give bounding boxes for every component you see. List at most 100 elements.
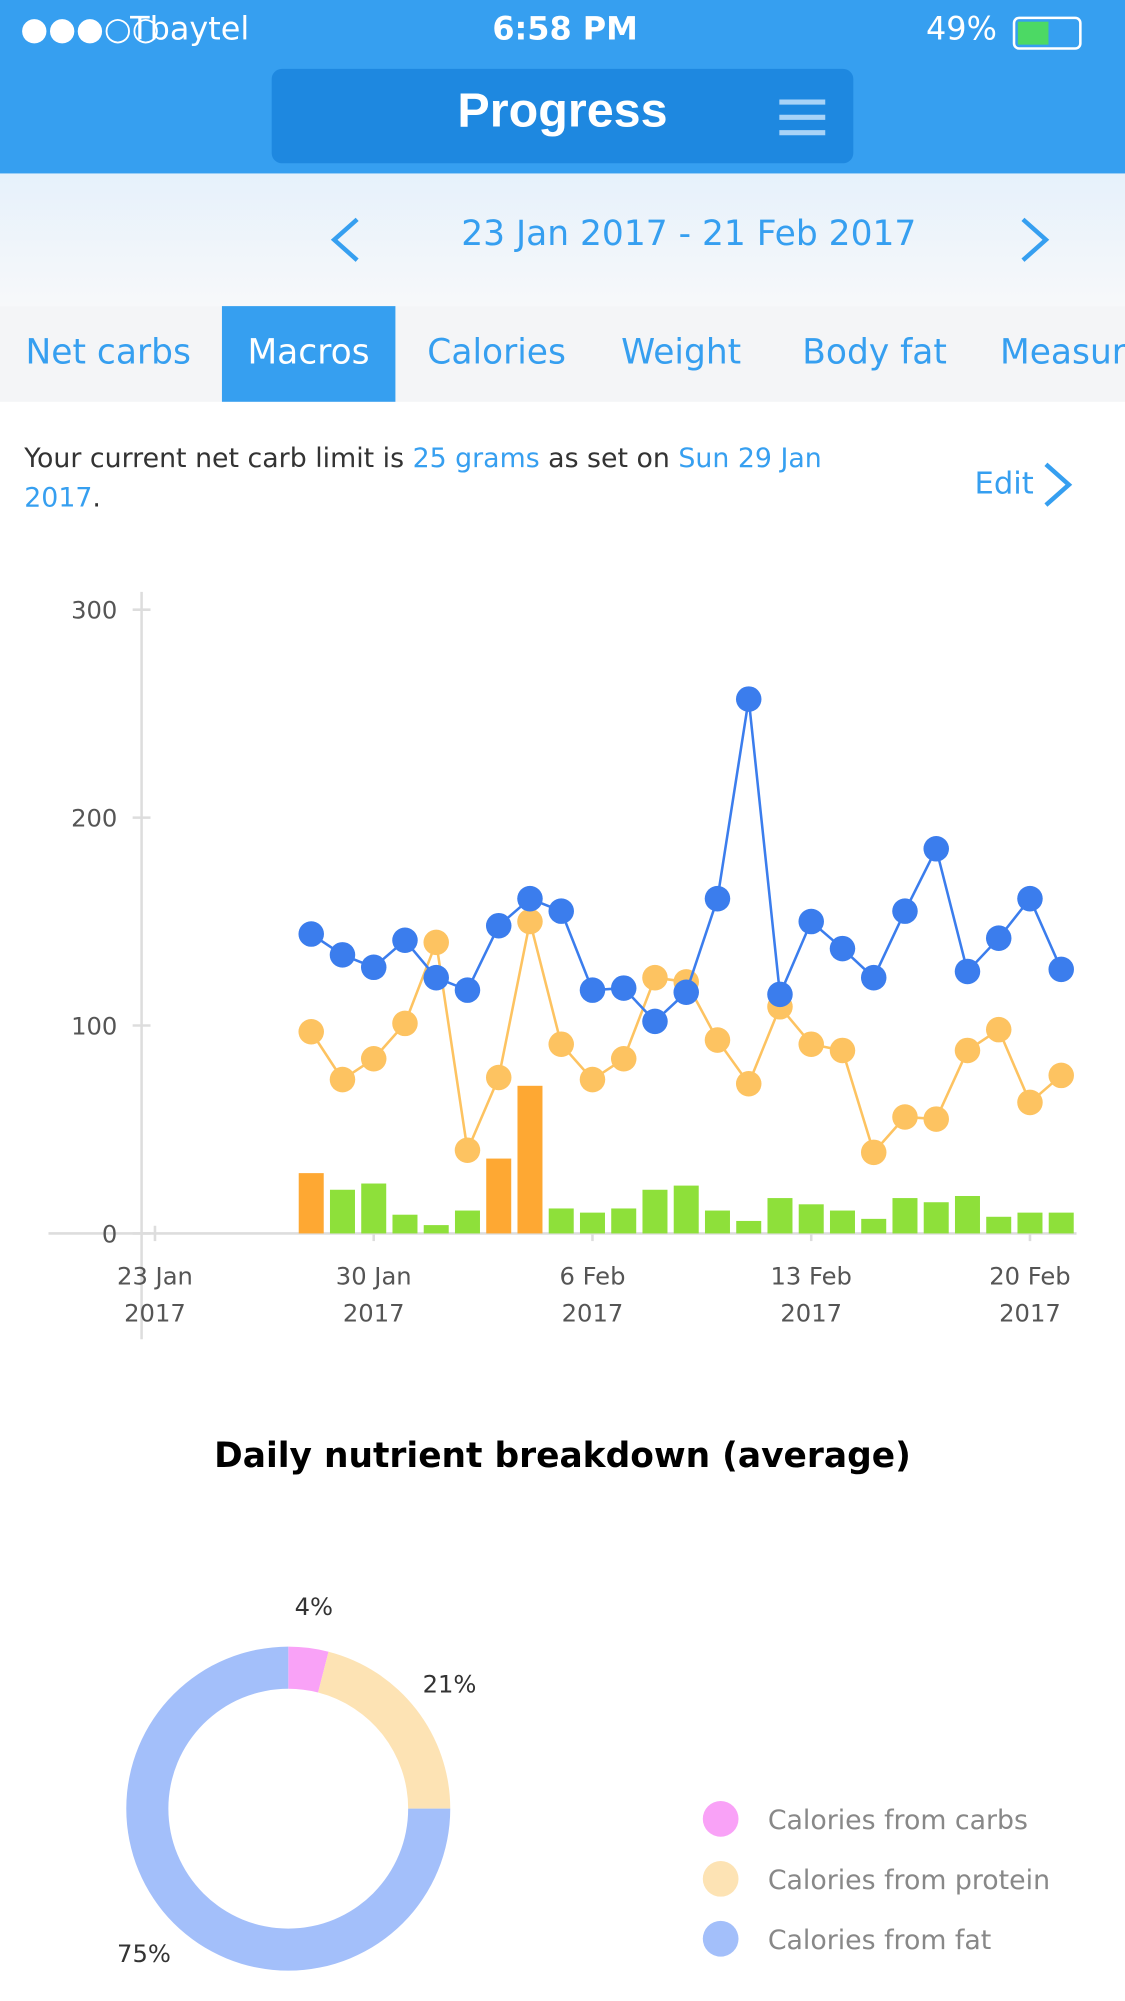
- pie-slice: [318, 1651, 451, 1809]
- legend-swatch: [702, 1801, 739, 1837]
- tab[interactable]: Macros: [221, 306, 396, 402]
- x-tick-label: 20 Feb 2017: [989, 1262, 1070, 1327]
- info-date[interactable]: Sun 29 Jan 2017: [24, 442, 822, 513]
- menu-icon[interactable]: [777, 97, 828, 138]
- prev-arrow[interactable]: [327, 214, 365, 265]
- point: [1017, 885, 1043, 912]
- x-tick-label: 6 Feb 2017: [559, 1262, 625, 1327]
- x-tick-label: 23 Jan 2017: [117, 1262, 193, 1327]
- bar: [486, 1158, 512, 1234]
- bar: [923, 1202, 949, 1234]
- time: 6:58 PM: [492, 10, 638, 48]
- point: [735, 1070, 762, 1097]
- bar: [1017, 1212, 1043, 1234]
- x-tick-label: 13 Feb 2017: [771, 1262, 852, 1327]
- point: [1048, 1062, 1074, 1089]
- bar: [454, 1210, 480, 1234]
- bar: [611, 1208, 637, 1234]
- point: [892, 898, 918, 924]
- bar: [298, 1173, 324, 1234]
- legend-swatch: [702, 1860, 739, 1897]
- info-prefix: Your current net carb limit is: [24, 442, 413, 474]
- bar: [548, 1208, 574, 1234]
- point: [548, 1031, 574, 1057]
- header-title: Progress: [457, 84, 668, 138]
- point: [517, 908, 543, 935]
- point: [548, 898, 574, 924]
- bar: [986, 1216, 1012, 1234]
- bar: [1048, 1212, 1074, 1234]
- x-tick-label-line: 20 Feb: [989, 1262, 1070, 1290]
- slice-label: 4%: [295, 1593, 333, 1621]
- point: [767, 981, 793, 1008]
- edit-link[interactable]: Edit: [974, 459, 1074, 510]
- point: [298, 921, 324, 947]
- point: [579, 1066, 606, 1093]
- x-tick-label-line: 2017: [562, 1299, 624, 1327]
- y-tick-label: 100: [71, 1012, 117, 1040]
- header-pill[interactable]: Progress: [271, 68, 854, 164]
- edit-arrow: [1045, 462, 1073, 507]
- x-tick-label-line: 13 Feb: [771, 1262, 852, 1290]
- point: [454, 977, 481, 1003]
- point: [704, 885, 731, 912]
- chart-title: Daily nutrient breakdown (average): [214, 1436, 911, 1476]
- carrier: Tbaytel: [130, 10, 250, 48]
- point: [360, 954, 387, 981]
- bar: [392, 1214, 418, 1234]
- x-tick-label-line: 2017: [999, 1299, 1061, 1327]
- y-tick-label: 200: [71, 805, 117, 833]
- slice-label: 75%: [117, 1940, 171, 1968]
- point: [642, 964, 668, 991]
- bar: [861, 1218, 887, 1234]
- point: [329, 1066, 356, 1093]
- tab[interactable]: Net carbs: [25, 332, 191, 373]
- point: [735, 686, 762, 712]
- point: [610, 1046, 637, 1072]
- tab[interactable]: Body fat: [802, 332, 947, 373]
- point: [985, 925, 1012, 951]
- legend-label: Calories from fat: [768, 1925, 991, 1956]
- x-tick-label-line: 2017: [780, 1299, 842, 1327]
- battery-level: [1017, 21, 1049, 45]
- tabs: Net carbs Macros Calories Weight Body fat Mea…: [0, 306, 1125, 402]
- tab[interactable]: Calories: [427, 332, 566, 373]
- info-suffix: .: [92, 482, 101, 513]
- bar: [736, 1220, 762, 1234]
- status-bar: ●●●○○ Tbaytel 6:58 PM 49% Progress: [0, 0, 1125, 174]
- x-tick-label-line: 2017: [343, 1299, 405, 1327]
- point: [423, 929, 449, 956]
- x-tick-label-line: 6 Feb: [559, 1262, 625, 1290]
- tab[interactable]: Measurements: [999, 332, 1125, 373]
- point: [892, 1104, 918, 1130]
- point: [360, 1046, 387, 1072]
- x-tick-label-line: 23 Jan: [117, 1262, 193, 1290]
- date-band: [0, 173, 1125, 307]
- tab[interactable]: Weight: [621, 332, 742, 373]
- bar: [642, 1189, 668, 1234]
- battery-icon: [1012, 16, 1082, 50]
- point: [1017, 1089, 1043, 1116]
- battery-text: 49%: [926, 10, 997, 48]
- bar: [798, 1204, 824, 1234]
- legend-label: Calories from protein: [768, 1865, 1050, 1896]
- info-limit[interactable]: 25 grams: [412, 442, 540, 474]
- point: [423, 964, 449, 991]
- point: [829, 935, 856, 962]
- next-arrow[interactable]: [1015, 214, 1053, 265]
- bar: [704, 1210, 730, 1234]
- bar: [329, 1189, 355, 1234]
- point: [392, 1010, 418, 1037]
- point: [923, 1106, 949, 1132]
- x-tick-label: 30 Jan 2017: [336, 1262, 412, 1327]
- point: [704, 1027, 731, 1053]
- legend-label: Calories from carbs: [768, 1805, 1028, 1836]
- point: [610, 975, 637, 1001]
- point: [860, 1139, 887, 1166]
- bar: [423, 1225, 449, 1234]
- point: [392, 927, 418, 954]
- legend-swatch: [702, 1920, 739, 1957]
- y-tick-label: 0: [102, 1220, 117, 1248]
